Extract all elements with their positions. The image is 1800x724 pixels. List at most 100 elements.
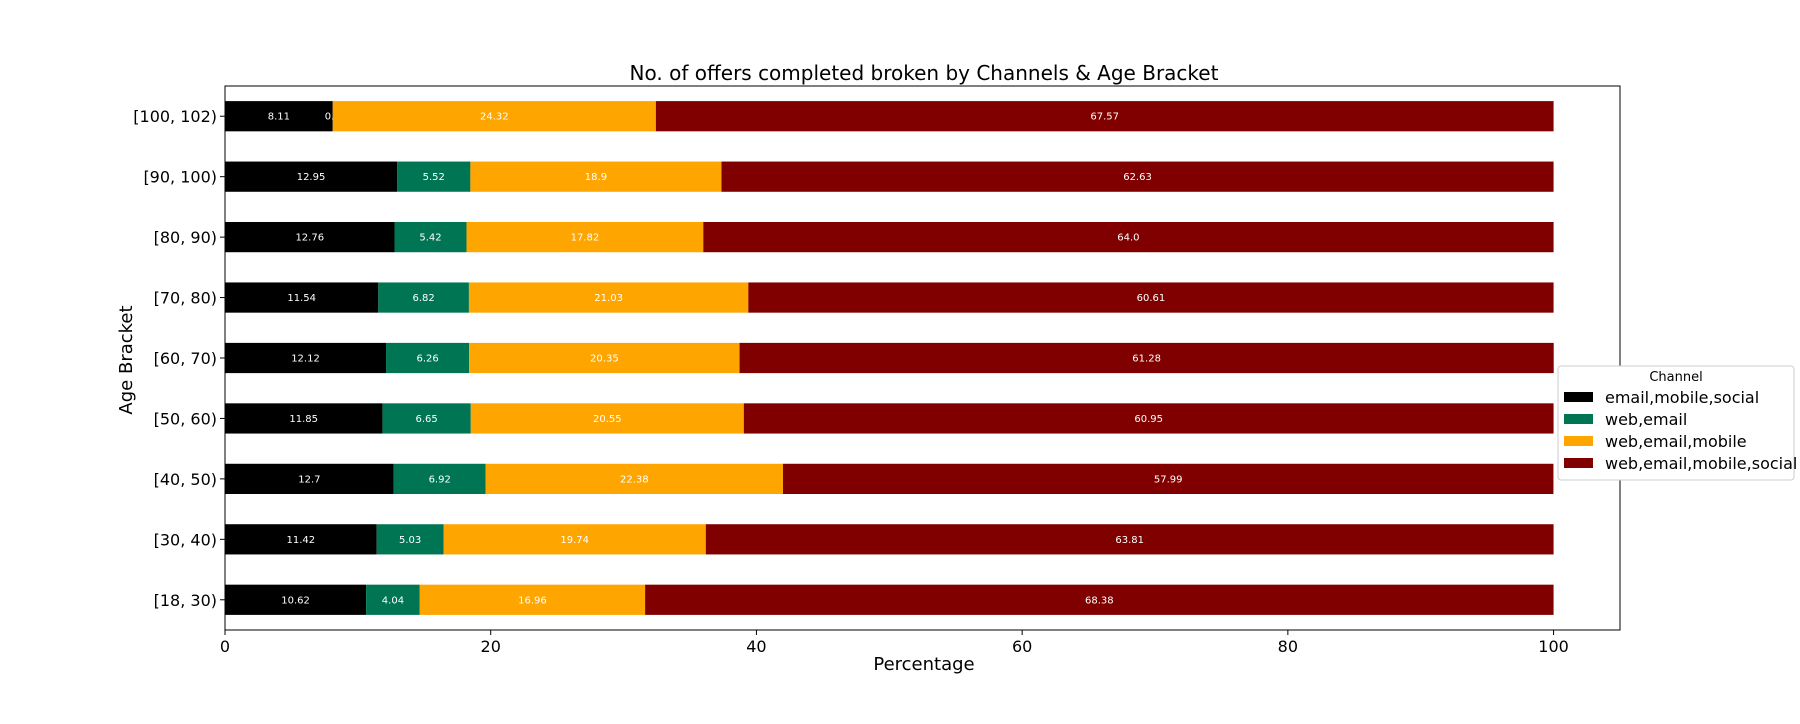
legend: Channel email,mobile,social web,email web,e…	[1557, 365, 1797, 481]
bar-segment	[225, 222, 395, 253]
bar-value-label: 12.7	[298, 474, 320, 485]
bar-segment	[748, 282, 1554, 313]
x-tick-label: 60	[1012, 637, 1032, 656]
bar-segment	[470, 403, 744, 434]
legend-label: web,email,mobile	[1605, 432, 1747, 451]
legend-label: web,email,mobile,social	[1605, 454, 1797, 473]
y-tick-label: [60, 70)	[154, 349, 217, 368]
y-tick-label: [70, 80)	[154, 289, 217, 308]
bar-segment	[378, 282, 469, 313]
bar-value-label: 12.95	[297, 172, 326, 183]
bar-segment	[225, 403, 383, 434]
bar-segment	[386, 342, 470, 374]
bar-segment	[703, 222, 1554, 253]
bar-value-label: 61.28	[1132, 354, 1161, 365]
bar-segment	[376, 524, 444, 555]
bar-segment	[739, 342, 1554, 374]
bar-value-label: 63.81	[1115, 535, 1144, 546]
legend-title: Channel	[1649, 370, 1702, 385]
bar-value-label: 5.42	[419, 233, 441, 244]
bar-segment	[394, 222, 467, 253]
bar-value-label: 12.76	[295, 233, 324, 244]
x-tick-label: 80	[1278, 637, 1298, 656]
bar-value-label: 6.92	[429, 474, 451, 485]
y-tick-label: [100, 102)	[133, 107, 217, 126]
bar-segment	[443, 524, 706, 555]
bar-segment	[783, 463, 1554, 494]
bar-segment	[225, 463, 394, 494]
bar-segment	[225, 524, 377, 555]
bar-segment	[469, 342, 740, 374]
x-tick-label: 20	[481, 637, 501, 656]
bar-value-label: 16.96	[518, 595, 547, 606]
bar-value-label: 22.38	[620, 474, 649, 485]
bar-value-label: 11.85	[289, 414, 318, 425]
legend-label: email,mobile,social	[1605, 388, 1759, 407]
bar-value-label: 11.42	[287, 535, 316, 546]
x-tick-label: 0	[220, 637, 230, 656]
bar-value-label: 10.62	[281, 595, 310, 606]
bar-value-label: 6.82	[412, 293, 434, 304]
bars-group: 10.62 4.04 16.96 68.38 11.42 5.03 19.74 63.81 12…	[225, 101, 1554, 615]
bar-value-label: 64.0	[1117, 233, 1139, 244]
bar-segment	[705, 524, 1554, 555]
legend-swatch	[1564, 392, 1593, 402]
y-tick-label: [18, 30)	[154, 591, 217, 610]
bar-segment	[419, 584, 646, 615]
x-tick-label: 40	[746, 637, 766, 656]
bar-value-label: 57.99	[1154, 474, 1183, 485]
y-tick-label: [50, 60)	[154, 409, 217, 428]
bar-value-label: 12.12	[291, 354, 320, 365]
bar-segment	[225, 101, 333, 132]
bar-value-label: 8.11	[268, 112, 290, 123]
legend-label: web,email	[1605, 410, 1687, 429]
bar-segment	[466, 222, 704, 253]
y-axis-title: Age Bracket	[116, 305, 137, 414]
y-tick-label: [90, 100)	[143, 168, 217, 187]
x-axis-title: Percentage	[873, 654, 974, 675]
bar-segment	[382, 403, 471, 434]
bar-value-label: 62.63	[1123, 172, 1152, 183]
bar-value-label: 20.35	[590, 354, 619, 365]
bar-value-label: 67.57	[1090, 112, 1119, 123]
bar-segment	[645, 584, 1554, 615]
bar-segment	[225, 342, 387, 374]
bar-segment	[366, 584, 420, 615]
bar-value-label: 5.52	[423, 172, 445, 183]
y-tick-label: [80, 90)	[154, 228, 217, 247]
chart-title: No. of offers completed broken by Channe…	[630, 61, 1219, 85]
bar-segment	[655, 101, 1554, 132]
bar-value-label: 11.54	[287, 293, 316, 304]
bar-value-label: 18.9	[585, 172, 607, 183]
legend-swatch	[1564, 436, 1593, 446]
bar-value-label: 4.04	[382, 595, 404, 606]
bar-segment	[470, 161, 722, 192]
bar-value-label: 5.03	[399, 535, 421, 546]
bar-segment	[332, 101, 656, 132]
bar-segment	[485, 463, 783, 494]
bar-value-label: 21.03	[594, 293, 623, 304]
x-axis: 0 20 40 60 80 100	[220, 630, 1569, 656]
bar-value-label: 17.82	[571, 233, 600, 244]
legend-box	[1557, 365, 1795, 481]
bar-value-label: 6.26	[416, 354, 438, 365]
bar-segment	[225, 161, 398, 192]
bar-segment	[468, 282, 749, 313]
x-tick-label: 100	[1538, 637, 1569, 656]
legend-swatch	[1564, 458, 1593, 468]
bar-segment	[225, 282, 379, 313]
bar-value-label: 60.95	[1134, 414, 1163, 425]
bar-value-label: 68.38	[1085, 595, 1114, 606]
y-tick-label: [40, 50)	[154, 470, 217, 489]
bar-segment	[393, 463, 486, 494]
y-axis: [18, 30) [30, 40) [40, 50) [50, 60) [60, 70)…	[133, 107, 225, 610]
bar-segment	[721, 161, 1554, 192]
bar-value-label: 24.32	[480, 112, 509, 123]
bar-value-label: 19.74	[560, 535, 589, 546]
bar-value-label: 6.65	[415, 414, 437, 425]
bar-value-label: 60.61	[1137, 293, 1166, 304]
bar-segment	[743, 403, 1554, 434]
bar-segment	[397, 161, 471, 192]
